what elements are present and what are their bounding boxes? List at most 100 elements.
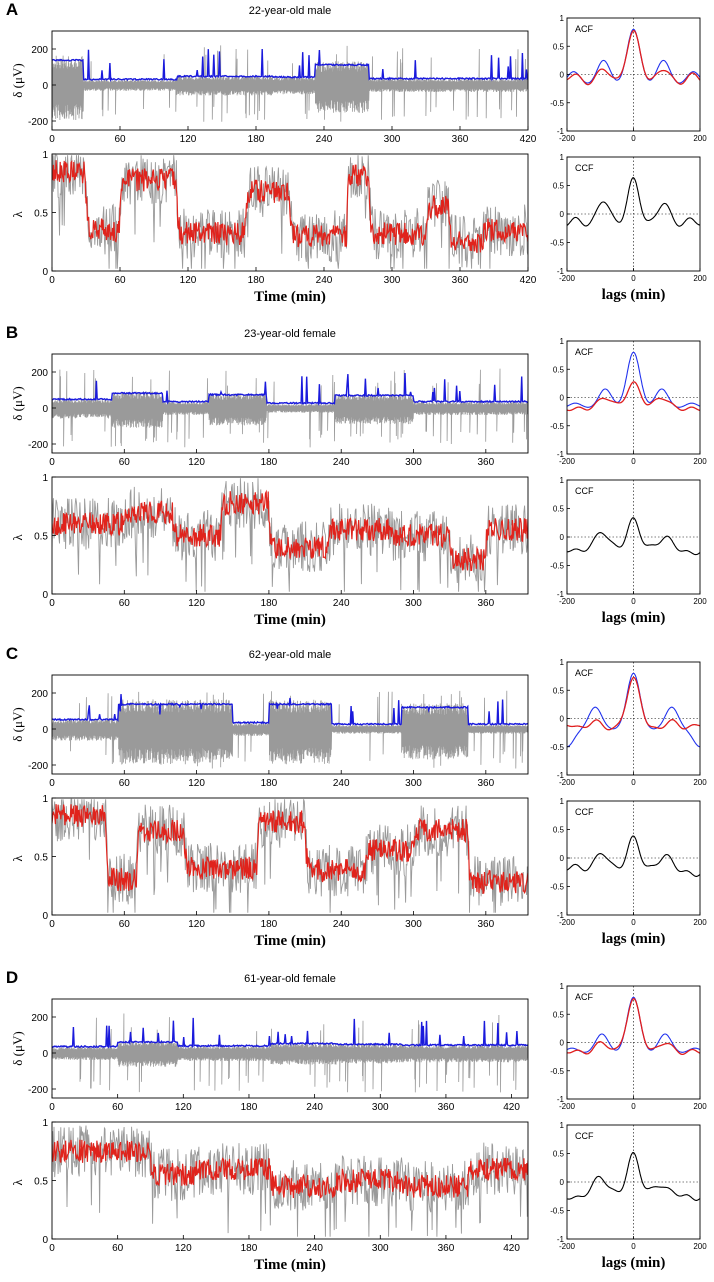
y-tick-label: 0 bbox=[42, 1235, 48, 1246]
y-tick-label: -1 bbox=[557, 267, 565, 276]
lambda-y-label: λ bbox=[10, 534, 25, 541]
y-tick-label: 0 bbox=[560, 394, 565, 403]
ccf-line bbox=[566, 835, 701, 877]
delta-axes-box bbox=[51, 353, 529, 454]
y-tick-label: 0 bbox=[42, 590, 48, 601]
x-tick-label: 200 bbox=[693, 1102, 707, 1111]
ccf-plot: -1 -0.5 0 0.5 1 -200 0 200 CCF lags (min) bbox=[550, 1121, 707, 1271]
y-tick-label: -0.5 bbox=[550, 422, 564, 431]
lambda-smoothed-line bbox=[52, 1139, 528, 1199]
y-tick-label: -0.5 bbox=[550, 239, 564, 248]
acf-lambda-line bbox=[566, 381, 701, 412]
x-tick-label: 200 bbox=[693, 778, 707, 787]
y-tick-label: 0.5 bbox=[553, 1010, 565, 1019]
y-tick-label: 1 bbox=[560, 982, 565, 991]
x-tick-label: 180 bbox=[261, 919, 278, 930]
x-tick-label: 180 bbox=[261, 598, 278, 609]
x-tick-label: 120 bbox=[175, 1243, 192, 1254]
lambda-smoothed-line bbox=[52, 159, 528, 254]
lambda-y-label: λ bbox=[10, 1179, 25, 1186]
x-tick-label: 60 bbox=[112, 1102, 124, 1113]
panel-title: 62-year-old male bbox=[249, 649, 332, 661]
y-tick-label: 0.5 bbox=[553, 1150, 565, 1159]
y-tick-label: -200 bbox=[28, 440, 48, 451]
x-tick-label: 360 bbox=[477, 919, 494, 930]
acf-label: ACF bbox=[575, 347, 594, 357]
x-tick-label: 60 bbox=[119, 919, 131, 930]
x-tick-label: 200 bbox=[693, 918, 707, 927]
y-tick-label: -0.5 bbox=[550, 1207, 564, 1216]
y-tick-label: 0.5 bbox=[553, 826, 565, 835]
delta-y-label: δ (μV) bbox=[10, 707, 25, 741]
y-tick-label: 0 bbox=[560, 854, 565, 863]
x-tick-label: 420 bbox=[503, 1243, 520, 1254]
y-tick-label: -200 bbox=[28, 1085, 48, 1096]
lambda-smoothed-line bbox=[52, 804, 528, 895]
delta-y-label: δ (μV) bbox=[10, 1031, 25, 1065]
y-tick-label: -0.5 bbox=[550, 743, 564, 752]
y-tick-label: 200 bbox=[31, 45, 48, 56]
x-tick-label: -200 bbox=[559, 457, 576, 466]
x-tick-label: 0 bbox=[631, 1102, 636, 1111]
lags-x-label: lags (min) bbox=[602, 931, 666, 947]
panel-title: 23-year-old female bbox=[244, 328, 336, 340]
y-tick-label: 0 bbox=[42, 911, 48, 922]
time-x-label: Time (min) bbox=[254, 933, 326, 949]
delta-y-label: δ (μV) bbox=[10, 63, 25, 97]
delta-raw-trace bbox=[52, 368, 528, 448]
y-tick-label: 0 bbox=[42, 267, 48, 278]
x-tick-label: -200 bbox=[559, 1242, 576, 1251]
x-tick-label: 360 bbox=[477, 598, 494, 609]
x-tick-label: 240 bbox=[316, 275, 333, 286]
lambda-plot: 0 0.5 1 0 60 120 180 240 300 360 420 λ Time (min) bbox=[10, 1118, 529, 1273]
lambda-y-label: λ bbox=[10, 211, 25, 218]
ccf-line bbox=[567, 517, 701, 556]
acf-delta-line bbox=[566, 351, 701, 408]
x-tick-label: 60 bbox=[114, 134, 126, 145]
time-x-label: Time (min) bbox=[254, 289, 326, 305]
ccf-line bbox=[566, 1152, 701, 1201]
y-tick-label: -200 bbox=[28, 117, 48, 128]
delta-envelope-line bbox=[52, 694, 528, 726]
lambda-y-label: λ bbox=[10, 855, 25, 862]
panel-letter: A bbox=[6, 0, 18, 19]
x-tick-label: -200 bbox=[559, 918, 576, 927]
x-tick-label: 120 bbox=[180, 275, 197, 286]
delta-axes-box bbox=[51, 674, 529, 775]
y-tick-label: 1 bbox=[560, 153, 565, 162]
x-tick-label: 300 bbox=[384, 275, 401, 286]
y-tick-label: 0.5 bbox=[34, 853, 48, 864]
y-tick-label: 0 bbox=[560, 533, 565, 542]
y-tick-label: 1 bbox=[560, 476, 565, 485]
ccf-plot: -1 -0.5 0 0.5 1 -200 0 200 CCF lags (min) bbox=[550, 153, 707, 303]
y-tick-label: 1 bbox=[42, 794, 48, 805]
x-tick-label: 0 bbox=[49, 1243, 55, 1254]
lambda-plot: 0 0.5 1 0 60 120 180 240 300 360 λ Time (min) bbox=[10, 794, 529, 949]
y-tick-label: 0.5 bbox=[553, 182, 565, 191]
x-tick-label: 300 bbox=[405, 598, 422, 609]
lags-x-label: lags (min) bbox=[602, 610, 666, 626]
y-tick-label: -0.5 bbox=[550, 883, 564, 892]
x-tick-label: 0 bbox=[631, 457, 636, 466]
x-tick-label: 420 bbox=[520, 134, 537, 145]
y-tick-label: -1 bbox=[557, 911, 565, 920]
x-tick-label: 180 bbox=[261, 457, 278, 468]
y-tick-label: -0.5 bbox=[550, 99, 564, 108]
y-tick-label: 200 bbox=[31, 689, 48, 700]
delta-envelope-line bbox=[52, 48, 528, 83]
acf-label: ACF bbox=[575, 992, 594, 1002]
y-tick-label: 0.5 bbox=[553, 365, 565, 374]
acf-plot: -1 -0.5 0 0.5 1 -200 0 200 ACF bbox=[550, 14, 707, 143]
y-tick-label: 0 bbox=[560, 1039, 565, 1048]
x-tick-label: 180 bbox=[248, 134, 265, 145]
x-tick-label: 0 bbox=[631, 134, 636, 143]
ccf-label: CCF bbox=[575, 163, 594, 173]
time-x-label: Time (min) bbox=[254, 612, 326, 628]
y-tick-label: 0.5 bbox=[553, 42, 565, 51]
